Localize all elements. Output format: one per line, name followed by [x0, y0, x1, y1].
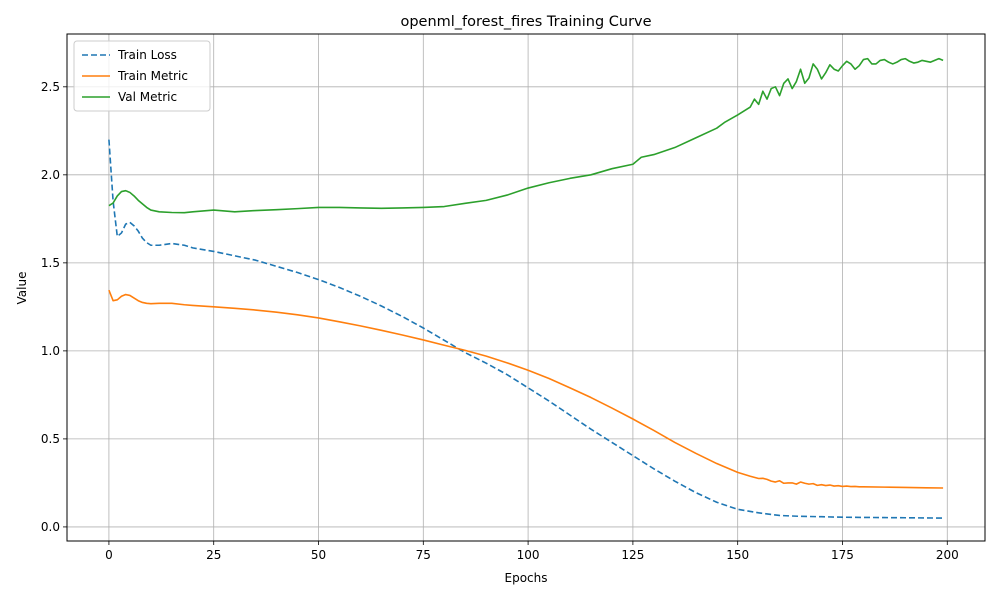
- plot-area: [108, 57, 944, 519]
- legend-label: Val Metric: [118, 90, 177, 104]
- x-tick-label: 175: [831, 548, 854, 562]
- y-tick-label: 2.5: [41, 80, 60, 94]
- y-tick-label: 1.5: [41, 256, 60, 270]
- y-tick-label: 1.0: [41, 344, 60, 358]
- grid: [67, 34, 985, 541]
- series-line-train-loss: [108, 139, 944, 519]
- x-axis-title: Epochs: [505, 571, 548, 585]
- x-tick-label: 25: [206, 548, 221, 562]
- x-tick-label: 125: [621, 548, 644, 562]
- legend-box: [73, 40, 211, 112]
- legend-label: Train Metric: [117, 69, 188, 83]
- chart-title: openml_forest_fires Training Curve: [400, 14, 651, 30]
- y-tick-label: 0.0: [41, 520, 60, 534]
- y-tick-label: 0.5: [41, 432, 60, 446]
- x-tick-label: 75: [416, 548, 431, 562]
- legend-label: Train Loss: [117, 48, 177, 62]
- x-tick-label: 150: [726, 548, 749, 562]
- legend: Train Loss Train Metric Val Metric: [73, 40, 211, 112]
- series-line-train-metric: [108, 289, 944, 489]
- x-tick-label: 50: [311, 548, 326, 562]
- y-tick-label: 2.0: [41, 168, 60, 182]
- series-line-val-metric: [108, 57, 944, 214]
- axes-frame: [66, 33, 986, 542]
- axis-ticks: 0 25 50 75 100 125 150 175 200 0.0 0.5 1.0 1.5 2.0 2.5: [41, 80, 959, 562]
- y-axis-title: Value: [15, 272, 29, 305]
- x-tick-label: 100: [517, 548, 540, 562]
- x-tick-label: 0: [105, 548, 113, 562]
- x-tick-label: 200: [936, 548, 959, 562]
